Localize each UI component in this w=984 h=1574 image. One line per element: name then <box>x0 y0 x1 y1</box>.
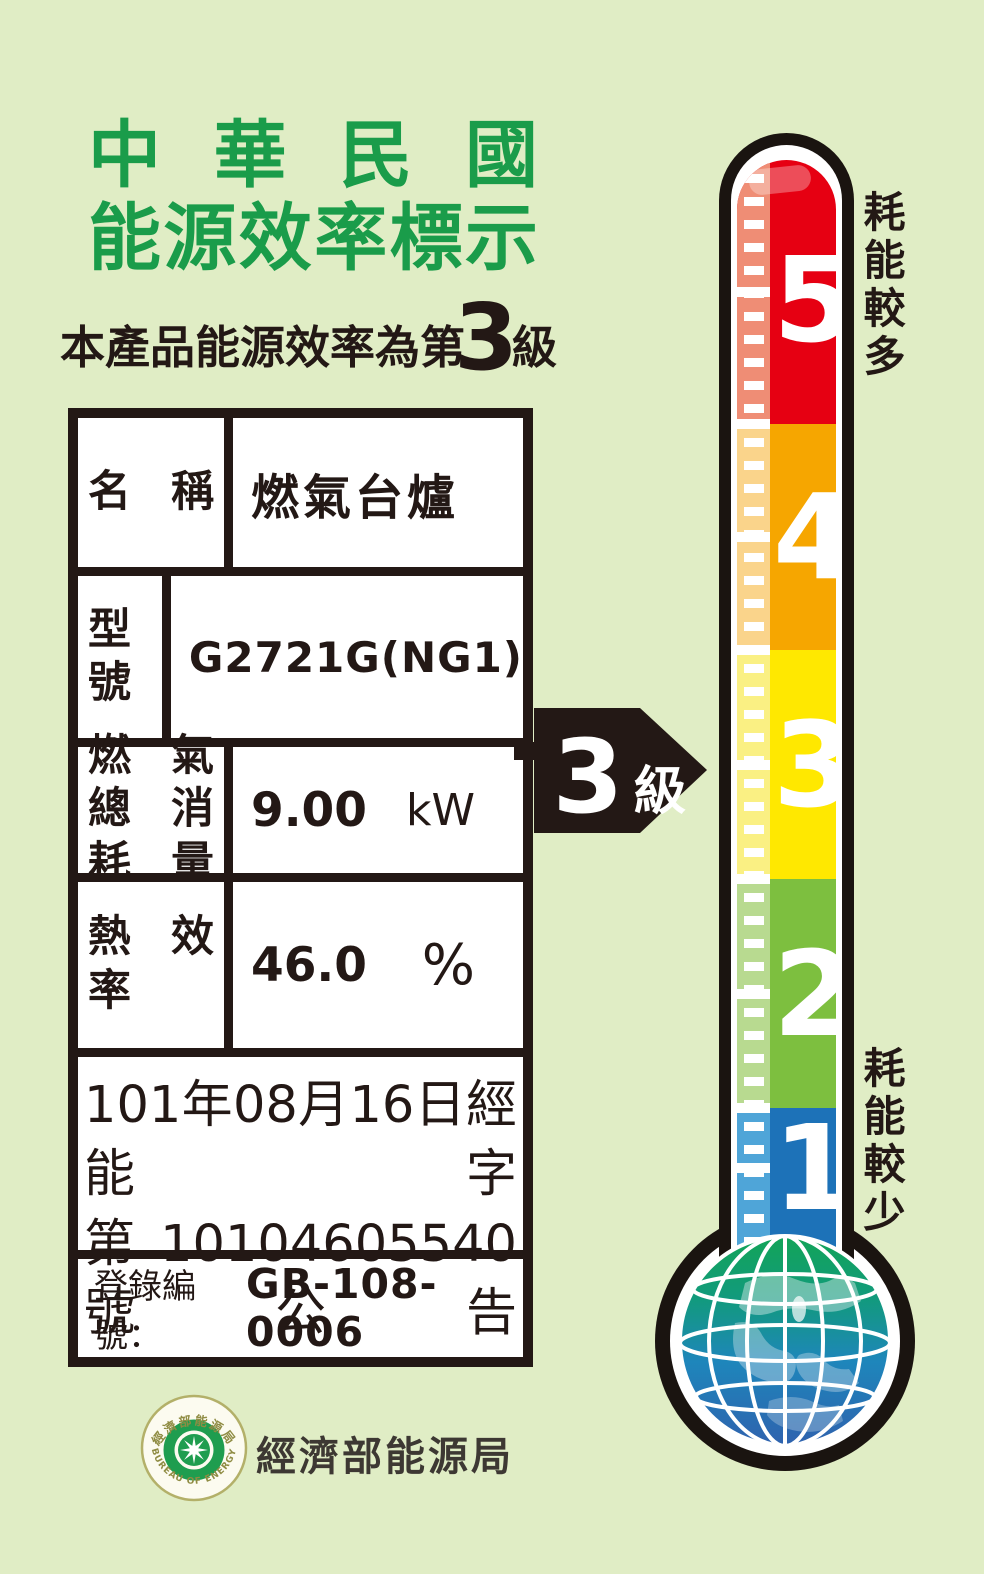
consumption-unit: kW <box>406 784 475 836</box>
registration-number: GB-108-0006 <box>246 1260 438 1356</box>
major-tick <box>737 532 770 542</box>
row-efficiency-value-cell: 46.0 % <box>233 882 523 1048</box>
seal-pinwheel <box>163 1419 225 1481</box>
row-name-value-cell: 燃氣台爐 <box>233 418 523 567</box>
thermometer-scale: 5 4 3 2 1 <box>737 160 836 1270</box>
major-tick <box>737 419 770 429</box>
major-tick <box>737 1103 770 1113</box>
more-energy-label: 耗能較多 <box>857 190 906 382</box>
product-name: 燃氣台爐 <box>251 469 460 526</box>
major-tick <box>737 874 770 884</box>
consumption-value: 9.00 <box>251 782 367 838</box>
level-4-number: 4 <box>773 468 836 606</box>
level-2-number: 2 <box>773 925 836 1063</box>
spec-table: 名稱 燃氣台爐 型號 G2721G(NG1) 燃氣總消耗量 9.00 kW <box>68 408 533 1367</box>
statement-prefix: 本產品能源效率為第 <box>60 321 466 374</box>
row-model-value-cell: G2721G(NG1) <box>171 576 523 738</box>
less-energy-label: 耗能較少 <box>857 1046 906 1238</box>
table-row-model: 型號 G2721G(NG1) <box>78 567 523 739</box>
announcement-line1: 101年08月16日經能字 <box>84 1076 517 1205</box>
globe-rim <box>678 1234 892 1448</box>
row-name-label: 名稱 <box>88 466 214 517</box>
pointer-stem <box>514 742 540 760</box>
table-row-efficiency: 熱效率 46.0 % <box>78 873 523 1048</box>
announcement-line2: 第10104605540號公告 <box>84 1214 517 1344</box>
title-line2: 能源效率標示 <box>88 196 538 281</box>
pointer-grade: 3 <box>553 718 624 837</box>
level-1-number: 1 <box>773 1099 836 1237</box>
table-row-announcement: 101年08月16日經能字 第10104605540號公告 <box>78 1048 523 1343</box>
major-tick <box>737 645 770 655</box>
grade-pointer-arrow: 3 級 <box>514 708 707 837</box>
row-consumption-label: 燃氣總消耗量 <box>88 730 214 889</box>
agency-name: 經濟部能源局 <box>256 1434 514 1480</box>
title-line1: 中華民國 <box>88 113 538 198</box>
efficiency-value: 46.0 <box>251 937 367 993</box>
registration-label: 登錄編號： <box>94 1267 196 1356</box>
row-efficiency-label: 熱效率 <box>88 912 214 1017</box>
major-tick <box>737 287 770 297</box>
globe <box>678 1234 892 1448</box>
row-efficiency-label-cell: 熱效率 <box>78 882 233 1048</box>
row-name-label-cell: 名稱 <box>78 418 233 568</box>
table-row-consumption: 燃氣總消耗量 9.00 kW <box>78 731 523 888</box>
major-tick <box>737 1163 770 1173</box>
major-tick <box>737 989 770 999</box>
row-model-label-cell: 型號 <box>78 576 171 739</box>
level-5-number: 5 <box>773 231 836 369</box>
statement-grade: 3 <box>454 284 519 391</box>
row-consumption-label-cell: 燃氣總消耗量 <box>78 731 233 888</box>
row-consumption-value-cell: 9.00 kW <box>233 747 523 873</box>
table-row-registration: 登錄編號： GB-108-0006 <box>78 1250 523 1357</box>
bureau-of-energy-seal: 經濟部能源局 BUREAU OF ENERGY <box>140 1394 248 1502</box>
efficiency-statement: 本產品能源效率為第 3 級 <box>60 292 557 386</box>
major-tick <box>737 760 770 770</box>
row-model-label: 型號 <box>88 604 131 709</box>
statement-suffix: 級 <box>512 321 558 374</box>
table-row-name: 名稱 燃氣台爐 <box>78 418 523 568</box>
pointer-grade-suffix: 級 <box>634 762 686 822</box>
pointer-body <box>534 708 707 833</box>
model-number: G2721G(NG1) <box>188 632 523 682</box>
label-title: 中華民國 能源效率標示 <box>88 114 538 280</box>
efficiency-unit: % <box>421 932 475 998</box>
seal-star-icon <box>180 1436 208 1464</box>
level-3-number: 3 <box>773 696 836 834</box>
